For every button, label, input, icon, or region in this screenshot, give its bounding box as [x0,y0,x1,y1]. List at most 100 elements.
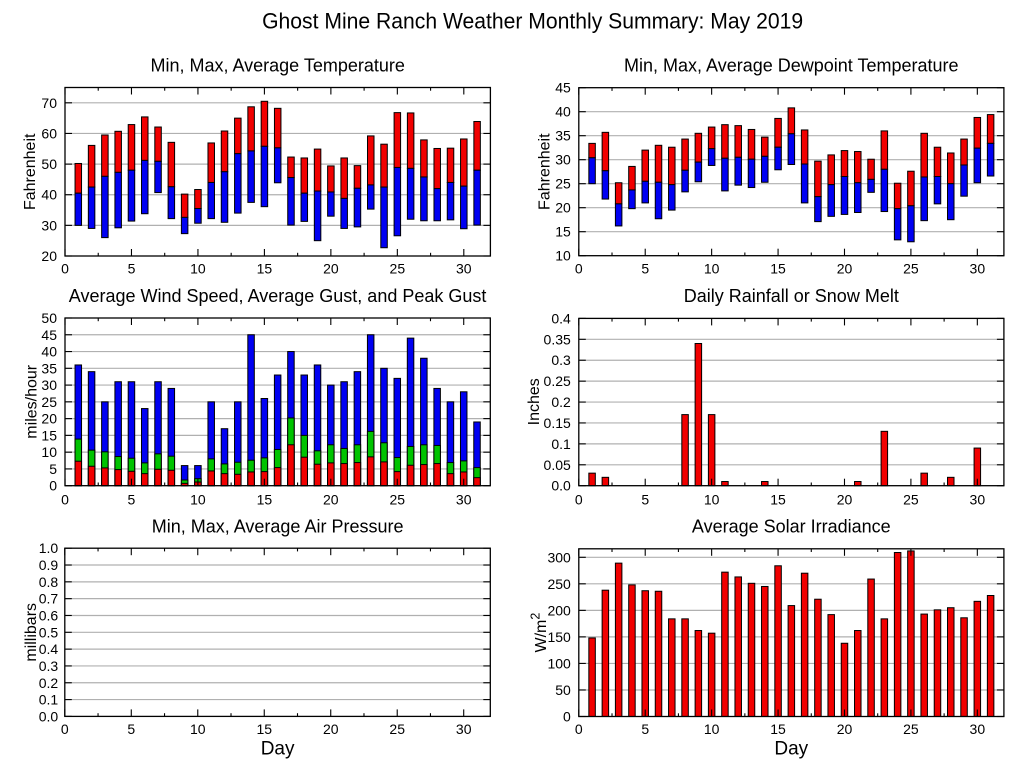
svg-text:10: 10 [190,491,206,507]
svg-text:30: 30 [456,261,472,277]
svg-text:0.9: 0.9 [39,557,59,573]
svg-text:20: 20 [555,200,571,216]
svg-text:25: 25 [389,721,405,737]
svg-text:30: 30 [41,217,57,233]
svg-text:0.6: 0.6 [39,607,59,623]
svg-text:15: 15 [256,721,272,737]
svg-text:35: 35 [555,128,571,144]
svg-text:Ghost Mine Ranch Weather Month: Ghost Mine Ranch Weather Monthly Summary… [262,9,803,34]
svg-text:miles/hour: miles/hour [23,364,40,438]
svg-text:0.0: 0.0 [551,478,571,494]
svg-text:20: 20 [837,491,853,507]
svg-text:Daily Rainfall or Snow Melt: Daily Rainfall or Snow Melt [684,286,899,306]
svg-text:15: 15 [770,491,786,507]
svg-text:Day: Day [261,739,295,760]
svg-text:300: 300 [547,549,571,565]
svg-text:10: 10 [704,261,720,277]
svg-text:Min, Max, Average Dewpoint Tem: Min, Max, Average Dewpoint Temperature [624,56,959,76]
svg-text:10: 10 [555,248,571,264]
svg-text:1.0: 1.0 [39,540,59,556]
svg-text:5: 5 [49,461,57,477]
svg-text:0.4: 0.4 [551,310,571,326]
svg-text:0: 0 [61,491,69,507]
svg-text:0.1: 0.1 [39,692,59,708]
svg-text:Fahrenheit: Fahrenheit [22,133,39,210]
svg-text:25: 25 [903,491,919,507]
svg-text:30: 30 [456,491,472,507]
svg-text:0.1: 0.1 [551,436,571,452]
svg-text:0.35: 0.35 [544,331,571,347]
svg-text:15: 15 [770,261,786,277]
svg-text:45: 45 [41,327,57,343]
svg-text:0.7: 0.7 [39,591,59,607]
svg-text:0: 0 [61,721,69,737]
svg-text:0.3: 0.3 [39,658,59,674]
svg-text:50: 50 [41,156,57,172]
svg-text:10: 10 [190,721,206,737]
svg-text:30: 30 [970,721,986,737]
svg-text:0: 0 [563,709,571,725]
svg-text:Inches: Inches [526,378,543,425]
svg-text:Fahrenheit: Fahrenheit [537,133,554,210]
svg-text:0.2: 0.2 [39,675,59,691]
svg-text:W/m2: W/m2 [529,613,551,653]
svg-text:5: 5 [128,491,136,507]
svg-text:20: 20 [323,721,339,737]
svg-text:60: 60 [41,125,57,141]
svg-text:15: 15 [41,427,57,443]
svg-text:5: 5 [641,491,649,507]
svg-text:20: 20 [323,261,339,277]
svg-text:50: 50 [41,310,57,326]
svg-text:0.4: 0.4 [39,641,59,657]
svg-text:30: 30 [970,261,986,277]
svg-text:Min, Max, Average Temperature: Min, Max, Average Temperature [150,56,404,76]
svg-text:5: 5 [128,261,136,277]
svg-text:30: 30 [970,491,986,507]
svg-text:0: 0 [61,261,69,277]
svg-text:50: 50 [555,682,571,698]
svg-text:5: 5 [641,721,649,737]
svg-text:15: 15 [770,721,786,737]
svg-text:30: 30 [456,721,472,737]
svg-text:0: 0 [575,491,583,507]
svg-text:30: 30 [41,377,57,393]
svg-text:0.8: 0.8 [39,574,59,590]
svg-text:0.3: 0.3 [551,352,571,368]
svg-text:0.2: 0.2 [551,394,571,410]
svg-text:25: 25 [903,261,919,277]
svg-text:5: 5 [641,261,649,277]
svg-text:Min, Max, Average Air Pressure: Min, Max, Average Air Pressure [152,516,404,536]
svg-text:millibars: millibars [23,603,40,662]
svg-text:15: 15 [555,224,571,240]
svg-text:0: 0 [49,478,57,494]
svg-text:25: 25 [389,491,405,507]
svg-text:100: 100 [547,655,571,671]
svg-text:200: 200 [547,602,571,618]
svg-text:0: 0 [575,261,583,277]
svg-text:0.05: 0.05 [544,457,571,473]
svg-text:25: 25 [555,176,571,192]
svg-text:10: 10 [190,261,206,277]
svg-text:20: 20 [41,411,57,427]
svg-text:35: 35 [41,360,57,376]
svg-text:25: 25 [41,394,57,410]
svg-text:Day: Day [774,739,808,760]
svg-text:20: 20 [837,261,853,277]
svg-text:40: 40 [41,344,57,360]
svg-text:250: 250 [547,576,571,592]
svg-text:15: 15 [257,261,273,277]
svg-text:45: 45 [555,80,571,96]
svg-text:70: 70 [41,95,57,111]
svg-text:15: 15 [257,491,273,507]
svg-text:10: 10 [704,721,720,737]
svg-text:20: 20 [41,248,57,264]
svg-text:20: 20 [837,721,853,737]
svg-text:Average Solar Irradiance: Average Solar Irradiance [692,516,891,536]
svg-text:25: 25 [903,721,919,737]
svg-text:0.15: 0.15 [544,415,571,431]
svg-text:10: 10 [704,491,720,507]
svg-text:150: 150 [547,629,571,645]
svg-text:40: 40 [555,104,571,120]
svg-text:0.25: 0.25 [544,373,571,389]
svg-text:20: 20 [323,491,339,507]
